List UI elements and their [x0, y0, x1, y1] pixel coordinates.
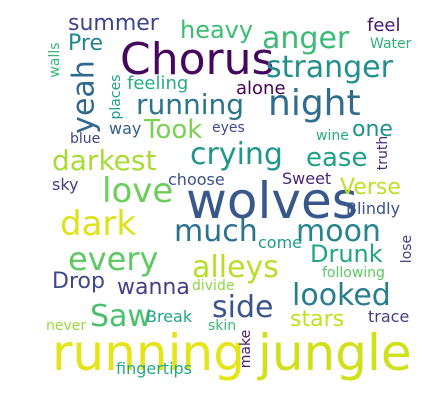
word-wine-42: wine: [316, 128, 349, 144]
word-yeah-26: yeah: [67, 60, 102, 134]
word-wolves-1: wolves: [186, 172, 358, 230]
word-drop-34: Drop: [52, 269, 105, 294]
word-walls-38: walls: [47, 42, 63, 77]
word-night-4: night: [268, 83, 361, 124]
word-feeling-30: feeling: [127, 73, 188, 94]
word-sweet-46: Sweet: [282, 169, 331, 188]
word-break-35: Break: [146, 307, 193, 326]
word-wanna-33: wanna: [117, 275, 190, 300]
word-love-9: love: [102, 171, 173, 211]
word-running-2: running: [52, 324, 245, 382]
word-truth-43: truth: [375, 136, 391, 170]
word-heavy-24: heavy: [180, 16, 253, 44]
word-skin-54: skin: [208, 318, 236, 334]
word-trace-52: trace: [368, 307, 409, 326]
word-lose-49: lose: [399, 235, 415, 263]
word-summer-25: summer: [68, 11, 160, 36]
word-darkest-10: darkest: [52, 144, 156, 177]
word-running-7: running: [136, 88, 244, 121]
word-feel-29: feel: [367, 15, 401, 36]
word-way-32: way: [109, 119, 141, 138]
word-pre-27: Pre: [68, 31, 103, 56]
word-choose-45: choose: [168, 170, 225, 189]
word-moon-12: moon: [296, 214, 381, 249]
word-fingertips-36: fingertips: [116, 359, 192, 378]
word-blue-41: blue: [70, 131, 100, 147]
word-took-19: Took: [143, 115, 202, 145]
word-side-18: side: [212, 290, 273, 325]
word-stranger-6: stranger: [266, 50, 394, 85]
word-water-37: Water: [370, 36, 412, 52]
word-jungle-3: jungle: [257, 324, 412, 382]
word-chorus-0: Chorus: [120, 34, 274, 85]
word-anger-5: anger: [262, 21, 350, 56]
word-drunk-22: Drunk: [310, 240, 383, 268]
word-following-50: following: [322, 265, 385, 281]
word-much-11: much: [174, 214, 258, 249]
word-divide-51: divide: [192, 278, 234, 294]
word-eyes-40: eyes: [212, 120, 245, 136]
word-ease-20: ease: [306, 143, 367, 173]
word-every-14: every: [68, 240, 158, 278]
word-saw-17: Saw: [90, 299, 152, 334]
word-verse-21: Verse: [340, 175, 401, 200]
word-alone-31: alone: [236, 78, 286, 99]
word-places-39: places: [108, 75, 124, 120]
word-blindly-47: Blindly: [346, 199, 400, 218]
word-dark-13: dark: [60, 204, 136, 244]
word-come-48: come: [258, 233, 302, 252]
word-sky-44: sky: [52, 175, 79, 194]
word-alleys-15: alleys: [192, 250, 279, 285]
word-looked-16: looked: [292, 278, 391, 313]
word-stars-23: stars: [290, 307, 344, 332]
word-never-53: never: [46, 318, 86, 334]
word-make-55: make: [238, 330, 254, 368]
word-crying-8: crying: [190, 137, 283, 172]
word-one-28: one: [352, 117, 393, 142]
